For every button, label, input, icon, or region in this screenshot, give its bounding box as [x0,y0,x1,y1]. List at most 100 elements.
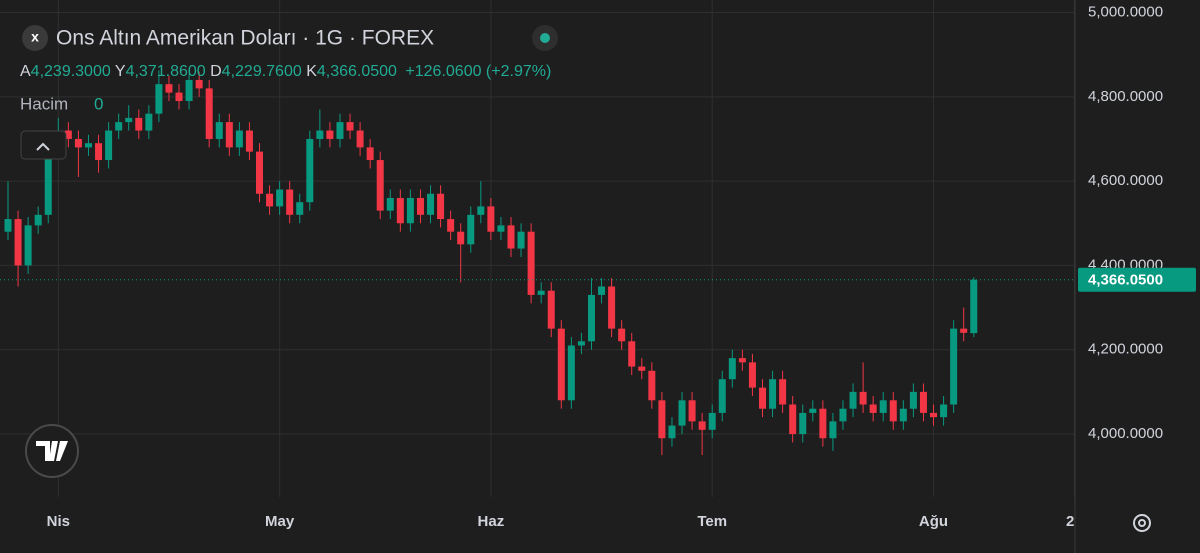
candle-body [909,391,917,409]
price-axis: 4,000.00004,200.00004,400.00004,600.0000… [1078,3,1196,442]
y-tick-label: 4,000.0000 [1088,425,1163,442]
close-symbol-button[interactable] [22,25,48,51]
candle-body [115,122,123,131]
candle-body [889,400,897,422]
y-tick-label: 4,600.0000 [1088,172,1163,189]
candle-body [215,122,223,139]
y-tick-label: 5,000.0000 [1088,3,1163,20]
candle-body [437,193,445,220]
settings-button[interactable] [1133,514,1151,532]
ohlc-legend: A4,239.3000 Y4,371.8600 D4,229.7600 K4,3… [20,63,551,80]
candle-body [960,328,968,333]
candle-body [819,408,827,439]
candle-body [547,290,555,329]
candle-body [336,122,344,139]
candle-body [809,408,817,413]
candle-body [678,400,686,426]
legend-value: 4,229.7600 [222,63,302,80]
candle-body [517,231,525,249]
candle-body [225,122,233,148]
candle-body [577,341,585,346]
candle-body [618,328,626,342]
candle-body [105,130,113,161]
candle-body [235,130,243,148]
status-dot [540,33,550,43]
candles [0,70,1075,456]
candle-body [487,206,495,232]
candle-body [316,130,324,139]
candle-body [608,286,616,329]
candle-body [245,130,253,152]
candle-body [467,214,475,245]
y-tick-label: 4,200.0000 [1088,341,1163,358]
candle-body [728,358,736,380]
candle-body [95,143,103,161]
volume-value: 0 [94,94,103,113]
x-tick-label: May [265,513,295,530]
legend-value: 4,366.0500 [317,63,397,80]
candle-body [416,197,424,215]
candle-body [598,286,606,295]
candle-body [567,345,575,401]
legend-key: A [20,63,31,80]
candle-body [396,197,404,224]
candle-body [326,130,334,139]
candle-body [950,328,958,405]
legend-key: K [306,63,317,80]
y-tick-label: 4,800.0000 [1088,88,1163,105]
candle-body [789,404,797,435]
candle-body [447,219,455,232]
candle-body [708,412,716,430]
candle-body [587,294,595,342]
volume-label: Hacim [20,94,68,113]
chart-title: Ons Altın Amerikan Doları · 1G · FOREX [56,27,434,50]
candle-body [165,84,173,93]
candle-body [748,362,756,388]
x-tick-label: 20 [1066,513,1083,530]
candle-body [84,143,92,148]
legend-value: 4,371.8600 [126,63,206,80]
candle-body [256,151,263,194]
candle-body [859,391,867,405]
candle-body [135,117,143,131]
candle-body [346,122,354,131]
candle-body [427,193,435,215]
candle-body [779,379,787,405]
candle-body [74,138,82,148]
candle-body [507,225,515,249]
collapse-icon [36,142,50,151]
candle-body [527,231,535,295]
candle-body [557,328,565,401]
candle-body [155,84,163,114]
candle-body [638,366,646,371]
candle-body [698,421,706,430]
candle-body [899,408,907,422]
candle-body [185,79,193,102]
x-tick-label: Tem [697,513,727,530]
candle-body [759,387,766,409]
candle-body [537,290,545,295]
x-tick-label: Nis [47,513,70,530]
settings-icon [1138,519,1146,527]
candle-body [477,206,485,215]
candle-body [175,92,183,102]
candle-body [44,147,52,215]
candle-body [14,219,22,266]
candle-body [648,370,656,401]
candle-body [266,193,274,207]
legend-value: 4,239.3000 [31,63,111,80]
candle-body [356,130,364,148]
candle-body [276,189,284,207]
candle-body [688,400,696,422]
logo-mark [36,441,68,461]
candle-body [738,358,746,363]
candle-body [849,391,857,409]
candle-body [4,219,12,232]
candle-body [769,379,777,409]
candle-body [386,197,394,211]
candle-body [296,202,304,215]
candle-body [366,147,374,161]
